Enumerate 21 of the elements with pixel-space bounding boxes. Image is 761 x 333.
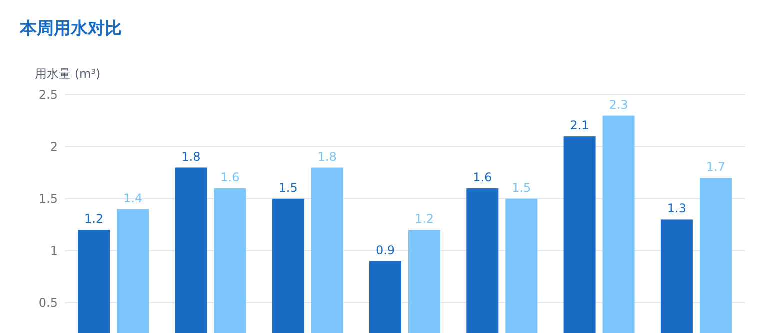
title: 本周用水对比 — [20, 19, 122, 39]
data-label: 1.8 — [318, 150, 337, 164]
ytick: 1.5 — [38, 192, 58, 206]
data-label: 1.2 — [84, 212, 104, 226]
data-label: 1.5 — [512, 180, 532, 195]
data-label: 1.8 — [182, 150, 201, 164]
data-label: 1.5 — [278, 180, 298, 195]
ytick: 0.5 — [38, 296, 58, 310]
ylabel: 用水量 (m³) — [35, 67, 101, 81]
data-label: 1.4 — [124, 191, 143, 206]
data-label: 1.3 — [667, 202, 686, 216]
ytick: 2.5 — [38, 88, 58, 102]
data-label: 2.1 — [570, 118, 590, 133]
data-label: 1.6 — [473, 170, 492, 185]
data-label: 2.3 — [609, 98, 628, 112]
data-label: 0.9 — [376, 243, 396, 258]
data-label: 1.6 — [220, 170, 240, 185]
ytick: 1 — [50, 244, 58, 258]
data-label: 1.7 — [706, 160, 726, 174]
ytick: 2 — [50, 140, 58, 154]
data-label: 1.2 — [414, 212, 434, 226]
